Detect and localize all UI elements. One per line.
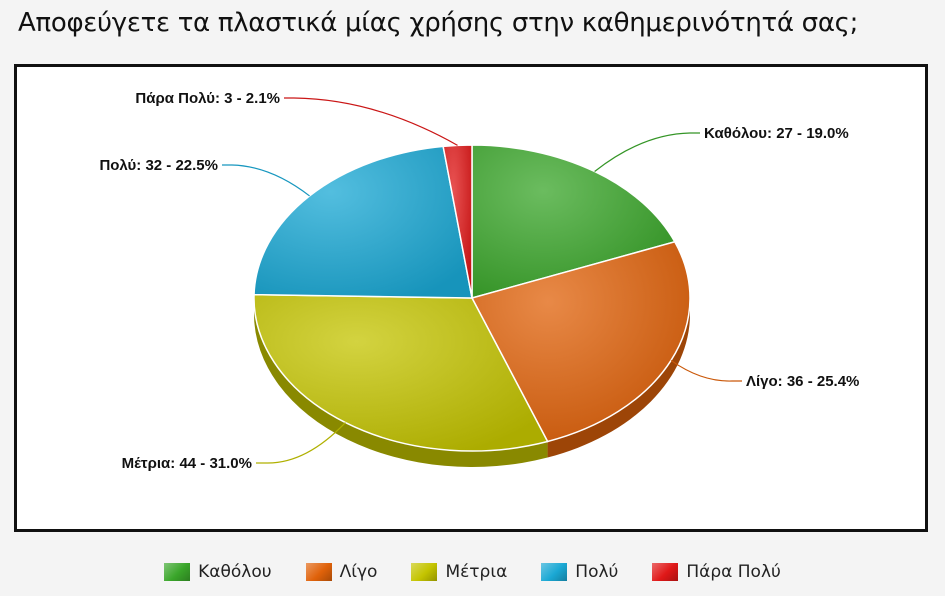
- legend-label: Πολύ: [575, 562, 619, 582]
- legend-item-ligo[interactable]: Λίγο: [305, 562, 378, 582]
- legend: Καθόλου Λίγο Μέτρια Πολύ Πάρα Πολύ: [0, 562, 945, 582]
- slice-label: Πολύ: 32 - 22.5%: [99, 157, 218, 174]
- legend-swatch: [164, 563, 191, 581]
- legend-swatch: [652, 563, 679, 581]
- pie-slice[interactable]: [253, 293, 549, 452]
- legend-item-para-poly[interactable]: Πάρα Πολύ: [652, 562, 781, 582]
- legend-swatch: [305, 563, 332, 581]
- slice-label: Πάρα Πολύ: 3 - 2.1%: [135, 90, 280, 107]
- leader-line: [256, 422, 346, 464]
- pie-slice-side: [547, 298, 690, 458]
- leader-line: [594, 132, 700, 172]
- legend-swatch: [411, 563, 438, 581]
- pie-slice-side: [254, 298, 548, 468]
- legend-item-metria[interactable]: Μέτρια: [411, 562, 507, 582]
- legend-label: Λίγο: [339, 562, 378, 582]
- legend-label: Καθόλου: [198, 562, 272, 582]
- legend-label: Πάρα Πολύ: [686, 562, 781, 582]
- legend-swatch: [541, 563, 568, 581]
- leader-line: [222, 164, 310, 197]
- leader-line: [670, 359, 742, 382]
- pie-slice[interactable]: [470, 240, 691, 443]
- chart-title: Αποφεύγετε τα πλαστικά μίας χρήσης στην …: [18, 8, 859, 38]
- pie-slice[interactable]: [253, 145, 473, 299]
- slice-label: Μέτρια: 44 - 31.0%: [122, 455, 252, 472]
- slice-label: Καθόλου: 27 - 19.0%: [704, 125, 849, 142]
- slice-label: Λίγο: 36 - 25.4%: [746, 373, 859, 390]
- legend-label: Μέτρια: [445, 562, 508, 582]
- legend-item-katholou[interactable]: Καθόλου: [164, 562, 272, 582]
- leader-line: [284, 97, 458, 146]
- legend-item-poly[interactable]: Πολύ: [541, 562, 618, 582]
- pie-slice[interactable]: [442, 144, 473, 299]
- pie-slice[interactable]: [471, 144, 676, 299]
